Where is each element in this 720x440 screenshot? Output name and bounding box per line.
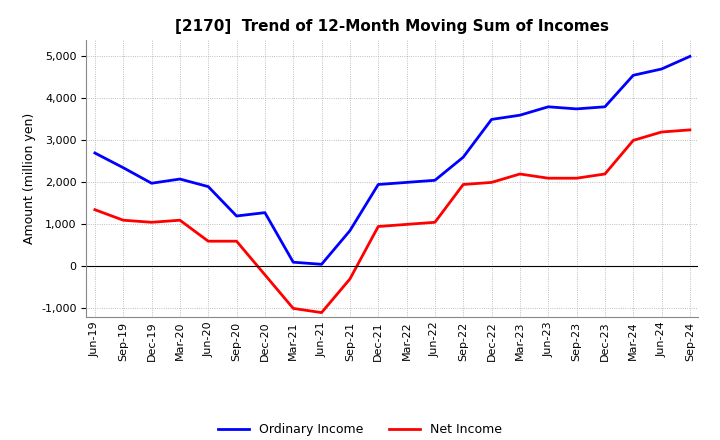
- Ordinary Income: [544, 104, 552, 110]
- Net Income: [176, 217, 184, 223]
- Net Income: [148, 220, 156, 225]
- Ordinary Income: [600, 104, 609, 110]
- Line: Ordinary Income: Ordinary Income: [95, 56, 690, 264]
- Net Income: [204, 238, 212, 244]
- Ordinary Income: [459, 154, 467, 160]
- Ordinary Income: [204, 184, 212, 189]
- Ordinary Income: [261, 210, 269, 215]
- Net Income: [572, 176, 581, 181]
- Ordinary Income: [148, 180, 156, 186]
- Net Income: [318, 310, 326, 315]
- Ordinary Income: [487, 117, 496, 122]
- Net Income: [685, 127, 694, 132]
- Net Income: [374, 224, 382, 229]
- Net Income: [459, 182, 467, 187]
- Ordinary Income: [119, 165, 127, 170]
- Net Income: [261, 272, 269, 278]
- Net Income: [629, 138, 637, 143]
- Net Income: [657, 129, 666, 135]
- Net Income: [119, 217, 127, 223]
- Line: Net Income: Net Income: [95, 130, 690, 312]
- Ordinary Income: [572, 106, 581, 111]
- Net Income: [431, 220, 439, 225]
- Ordinary Income: [318, 262, 326, 267]
- Legend: Ordinary Income, Net Income: Ordinary Income, Net Income: [212, 417, 508, 440]
- Ordinary Income: [233, 213, 241, 219]
- Ordinary Income: [289, 260, 297, 265]
- Ordinary Income: [346, 228, 354, 233]
- Ordinary Income: [685, 54, 694, 59]
- Net Income: [346, 276, 354, 282]
- Ordinary Income: [657, 66, 666, 72]
- Ordinary Income: [629, 73, 637, 78]
- Ordinary Income: [431, 178, 439, 183]
- Net Income: [91, 207, 99, 213]
- Net Income: [233, 238, 241, 244]
- Net Income: [487, 180, 496, 185]
- Net Income: [544, 176, 552, 181]
- Y-axis label: Amount (million yen): Amount (million yen): [22, 113, 35, 244]
- Ordinary Income: [176, 176, 184, 182]
- Ordinary Income: [91, 150, 99, 156]
- Ordinary Income: [516, 113, 524, 118]
- Title: [2170]  Trend of 12-Month Moving Sum of Incomes: [2170] Trend of 12-Month Moving Sum of I…: [176, 19, 609, 34]
- Ordinary Income: [374, 182, 382, 187]
- Ordinary Income: [402, 180, 411, 185]
- Net Income: [516, 171, 524, 176]
- Net Income: [402, 222, 411, 227]
- Net Income: [289, 306, 297, 311]
- Net Income: [600, 171, 609, 176]
